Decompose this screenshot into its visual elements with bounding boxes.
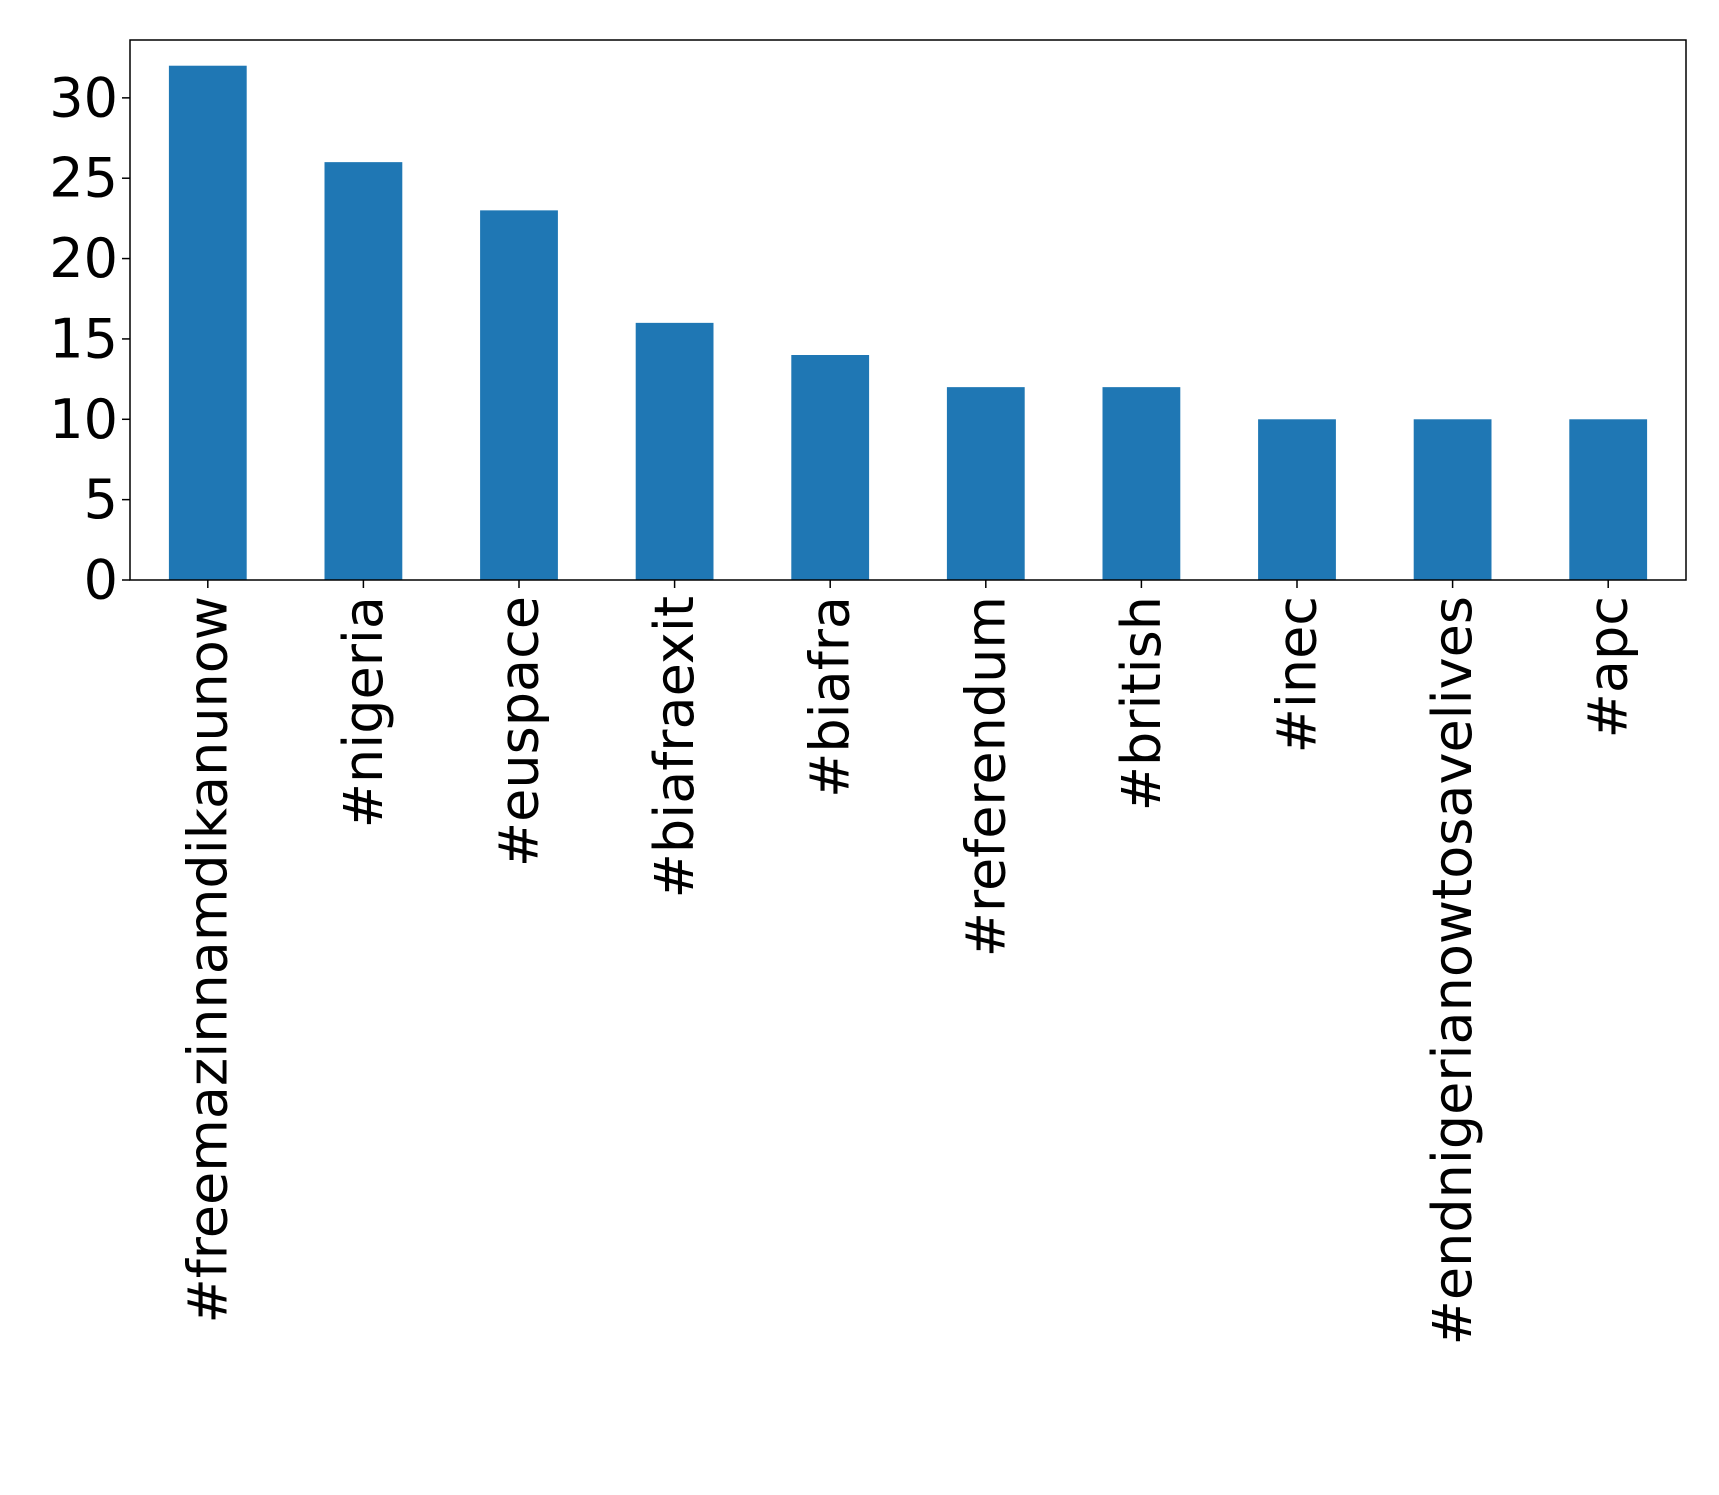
bar-nigeria [324,162,403,580]
y-tick-label: 25 [49,147,118,210]
y-tick-label: 30 [49,66,118,129]
x-tick-label: #referendum [954,596,1017,957]
x-tick-label: #inec [1266,596,1329,753]
y-tick-label: 10 [49,388,118,451]
bar-biafra [791,355,870,580]
bar-apc [1569,419,1648,580]
bar-euspace [480,210,558,580]
x-tick-label: #nigeria [332,596,395,828]
x-tick-label: #endnigerianowtosavelives [1421,596,1484,1345]
plot-frame [129,39,1687,581]
bar-referendum [946,387,1025,580]
y-tick-label: 5 [84,468,118,531]
x-axis: #freemazinnamdikanunow #nigeria #euspace #b… [176,580,1640,1345]
bar-inec [1258,419,1336,580]
y-tick-label: 0 [84,549,118,612]
x-tick-label: #biafra [799,596,862,798]
y-tick-label: 20 [49,227,118,290]
x-tick-label: #euspace [488,596,551,867]
bar-british [1102,387,1181,580]
x-tick-label: #freemazinnamdikanunow [176,596,239,1323]
x-tick-label: #biafraexit [643,596,706,898]
x-tick-label: #british [1110,596,1173,811]
bar-endnigerianowtosavelives [1413,419,1492,580]
bar-freemazinnamdikanunow [168,65,247,580]
bar-biafraexit [635,322,714,580]
x-tick-label: #apc [1577,596,1640,738]
y-tick-label: 15 [49,307,118,370]
bars-group [168,65,1648,580]
y-axis: 0 5 10 15 20 25 30 [49,66,130,612]
